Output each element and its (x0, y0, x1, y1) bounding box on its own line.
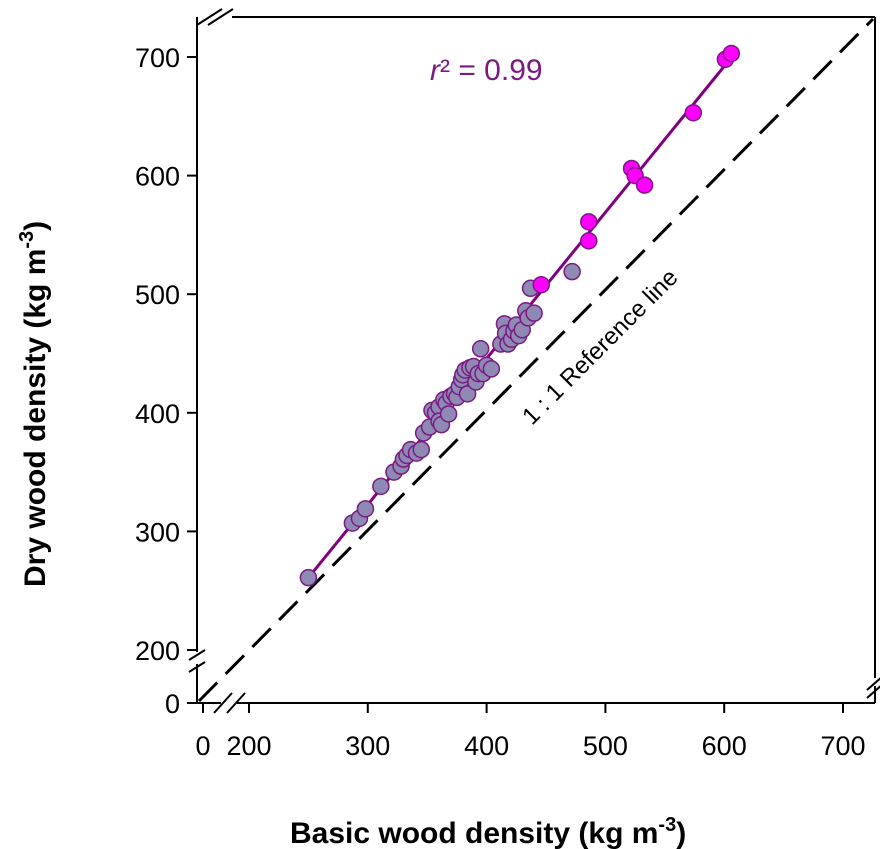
data-point (299, 568, 318, 587)
data-point (580, 213, 598, 231)
data-point (471, 340, 490, 358)
y-tick-label: 400 (135, 399, 180, 429)
data-point (722, 44, 741, 63)
y-tick-label: 700 (135, 43, 180, 73)
y-tick-label: 200 (135, 636, 180, 666)
data-point (439, 405, 458, 423)
data-point (525, 304, 543, 322)
x-tick-label: 700 (820, 731, 865, 761)
x-tick-label: 300 (345, 731, 390, 761)
x-tick-label: 600 (702, 731, 747, 761)
y-tick-label: 300 (135, 517, 180, 547)
y-tick-label: 0 (165, 689, 180, 719)
y-axis: 0 200 300 400 500 600 700 (135, 43, 197, 719)
data-point (684, 103, 703, 122)
r2-annotation: r² = 0.99 (430, 54, 543, 87)
x-tick-label: 0 (195, 731, 210, 761)
data-point (356, 500, 375, 518)
data-point (482, 360, 501, 378)
x-tick-label: 500 (583, 731, 628, 761)
data-point (412, 440, 431, 459)
y-tick-label: 600 (135, 162, 180, 192)
reference-line (197, 17, 875, 703)
data-point (580, 232, 598, 250)
y-axis-title: Dry wood density (kg m-3) (16, 221, 52, 587)
data-point (532, 275, 550, 294)
x-axis-title: Basic wood density (kg m-3) (290, 814, 686, 849)
axis-break-marks (188, 8, 880, 714)
x-axis: 0 200 300 400 500 600 700 (195, 703, 866, 761)
x-tick-label: 400 (464, 731, 509, 761)
data-points (299, 44, 741, 587)
data-point (635, 176, 654, 194)
plot-frame (196, 16, 876, 704)
x-tick-label: 200 (226, 731, 271, 761)
data-point (563, 262, 581, 281)
data-point (372, 477, 390, 496)
data-point (458, 385, 477, 403)
y-tick-label: 500 (135, 280, 180, 310)
